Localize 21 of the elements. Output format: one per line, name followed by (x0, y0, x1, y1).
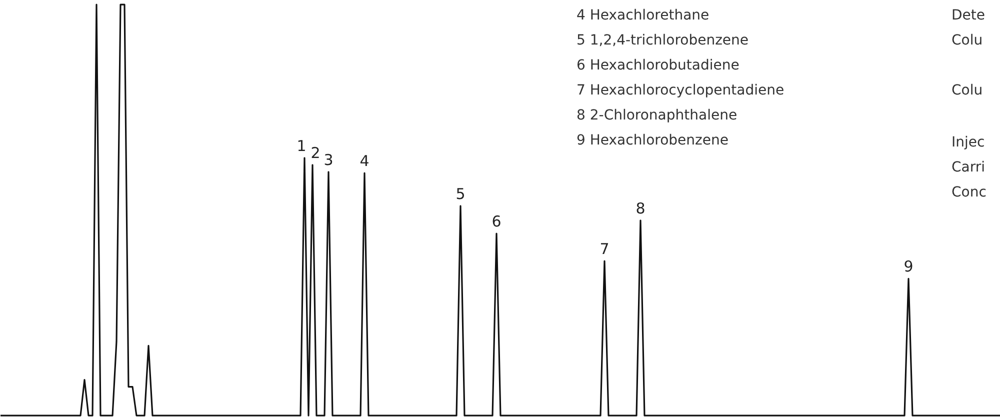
annotation: 5 1,2,4-trichlorobenzene (576, 32, 749, 48)
annotation: 5 (456, 184, 466, 203)
annotation: Conc (952, 184, 986, 200)
annotation: Colu (952, 32, 983, 48)
annotation: 2 (310, 144, 320, 162)
annotation: 6 (492, 212, 502, 231)
annotation: 9 (904, 258, 914, 276)
annotation: 4 Hexachlorethane (576, 8, 710, 24)
annotation: 4 (360, 152, 370, 170)
annotation: Dete (952, 8, 985, 24)
annotation: 6 Hexachlorobutadiene (576, 58, 740, 74)
annotation: 3 (324, 150, 334, 169)
annotation: Carri (952, 160, 986, 176)
annotation: 7 (600, 240, 610, 258)
annotation: 7 Hexachlorocyclopentadiene (576, 82, 784, 98)
annotation: Colu (952, 82, 983, 98)
annotation: 8 2-Chloronaphthalene (576, 108, 738, 124)
annotation: Injec (952, 134, 985, 150)
annotation: 1 (296, 136, 306, 155)
annotation: 9 Hexachlorobenzene (576, 132, 728, 148)
annotation: 8 (636, 199, 646, 218)
